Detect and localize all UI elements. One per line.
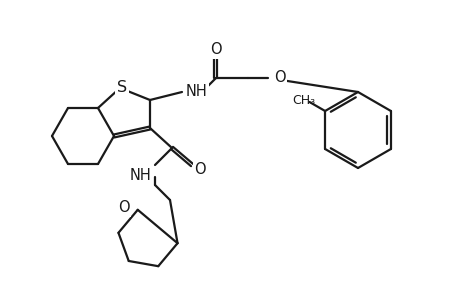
Text: CH₃: CH₃ [291,94,314,106]
Text: O: O [210,43,221,58]
Text: S: S [117,80,127,94]
Text: O: O [194,161,205,176]
Text: O: O [274,70,285,86]
Text: O: O [118,200,129,215]
Text: NH: NH [129,168,151,183]
Text: NH: NH [185,85,207,100]
